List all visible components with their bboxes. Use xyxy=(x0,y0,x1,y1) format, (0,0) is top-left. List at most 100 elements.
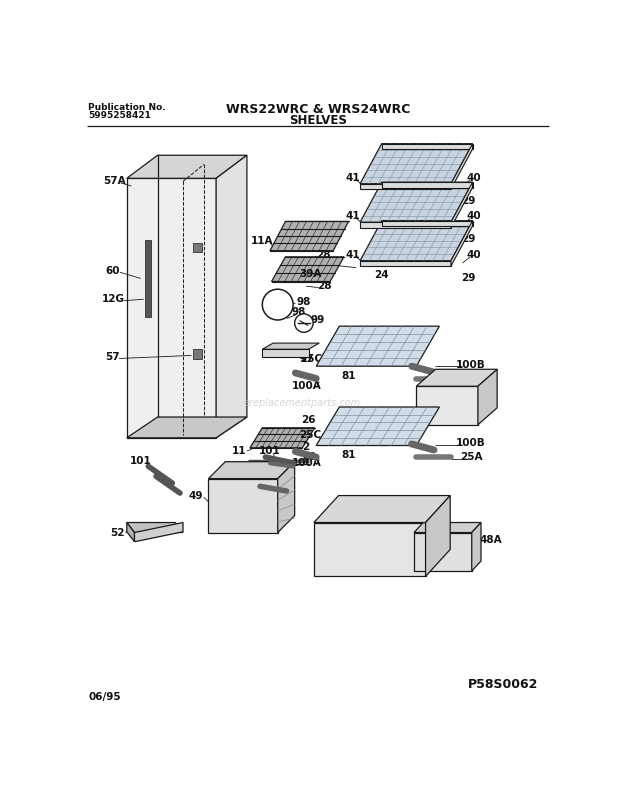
Polygon shape xyxy=(314,496,450,523)
Text: 28: 28 xyxy=(316,251,330,260)
Polygon shape xyxy=(193,349,202,359)
Polygon shape xyxy=(451,182,472,228)
Text: 26A: 26A xyxy=(326,512,348,522)
Text: 52: 52 xyxy=(110,527,125,538)
Text: 49: 49 xyxy=(189,491,203,500)
Text: 57A: 57A xyxy=(103,176,126,186)
Polygon shape xyxy=(360,222,451,228)
Polygon shape xyxy=(316,326,440,366)
Text: 98: 98 xyxy=(291,308,306,317)
Polygon shape xyxy=(145,240,151,317)
Polygon shape xyxy=(416,370,497,386)
Text: 100A: 100A xyxy=(292,381,322,391)
Text: 40: 40 xyxy=(467,173,481,182)
Polygon shape xyxy=(360,182,472,222)
Polygon shape xyxy=(208,479,278,533)
Polygon shape xyxy=(262,349,309,357)
Polygon shape xyxy=(425,496,450,577)
Text: P58S0062: P58S0062 xyxy=(468,678,538,691)
Text: 81: 81 xyxy=(341,450,356,460)
Polygon shape xyxy=(382,144,472,149)
Polygon shape xyxy=(135,523,183,542)
Text: 98: 98 xyxy=(297,297,311,307)
Text: 29: 29 xyxy=(461,234,475,244)
Polygon shape xyxy=(278,462,294,533)
Polygon shape xyxy=(126,178,216,438)
Polygon shape xyxy=(250,427,315,448)
Polygon shape xyxy=(126,155,247,178)
Polygon shape xyxy=(416,386,478,425)
Text: 24: 24 xyxy=(374,231,389,241)
Text: 25A: 25A xyxy=(461,374,483,384)
Text: 25C: 25C xyxy=(299,431,321,440)
Polygon shape xyxy=(360,144,472,184)
Text: 48: 48 xyxy=(449,377,464,387)
Text: 29: 29 xyxy=(461,273,475,282)
Text: 38A: 38A xyxy=(306,258,329,268)
Polygon shape xyxy=(382,220,472,226)
Polygon shape xyxy=(360,220,472,261)
Polygon shape xyxy=(272,257,344,282)
Polygon shape xyxy=(208,462,294,479)
Text: 47: 47 xyxy=(355,352,370,362)
Text: 41: 41 xyxy=(345,173,360,182)
Text: 28: 28 xyxy=(317,282,331,291)
Circle shape xyxy=(294,314,313,332)
Text: 100B: 100B xyxy=(455,360,485,370)
Text: 61: 61 xyxy=(303,452,317,462)
Polygon shape xyxy=(126,523,135,542)
Text: 5995258421: 5995258421 xyxy=(88,110,151,120)
Text: 25A: 25A xyxy=(461,452,483,462)
Text: 24: 24 xyxy=(374,193,389,202)
Text: 40: 40 xyxy=(467,250,481,259)
Text: 39: 39 xyxy=(238,464,252,473)
Text: 29: 29 xyxy=(461,196,475,205)
Text: 100A: 100A xyxy=(292,458,322,468)
Polygon shape xyxy=(314,523,425,577)
Text: ereplacementparts.com: ereplacementparts.com xyxy=(244,398,361,408)
Text: 101: 101 xyxy=(130,456,151,466)
Polygon shape xyxy=(360,184,451,189)
Text: Publication No.: Publication No. xyxy=(88,103,166,112)
Text: 40: 40 xyxy=(467,211,481,221)
Polygon shape xyxy=(270,221,348,251)
Polygon shape xyxy=(193,243,202,252)
Polygon shape xyxy=(414,533,472,571)
Polygon shape xyxy=(451,144,472,189)
Text: 11: 11 xyxy=(232,446,247,456)
Text: 97: 97 xyxy=(299,354,314,364)
Circle shape xyxy=(262,289,293,320)
Polygon shape xyxy=(262,343,319,349)
Text: 41: 41 xyxy=(345,211,360,221)
Text: 99: 99 xyxy=(311,315,325,325)
Text: WRS22WRC & WRS24WRC: WRS22WRC & WRS24WRC xyxy=(226,103,410,116)
Text: 2: 2 xyxy=(303,442,310,452)
Polygon shape xyxy=(316,407,440,446)
Polygon shape xyxy=(382,182,472,188)
Polygon shape xyxy=(216,155,247,438)
Text: SHELVES: SHELVES xyxy=(289,113,347,127)
Text: 101: 101 xyxy=(259,446,281,456)
Text: 48A: 48A xyxy=(480,535,502,546)
Text: 06/95: 06/95 xyxy=(88,692,121,703)
Text: 39A: 39A xyxy=(299,269,321,279)
Text: 24: 24 xyxy=(374,270,389,280)
Text: 81: 81 xyxy=(341,371,356,381)
Polygon shape xyxy=(451,220,472,266)
Polygon shape xyxy=(126,523,183,533)
Text: 25C: 25C xyxy=(301,354,322,363)
Polygon shape xyxy=(126,417,247,438)
Text: 11A: 11A xyxy=(251,236,273,247)
Polygon shape xyxy=(360,261,451,266)
Text: 25: 25 xyxy=(245,477,260,487)
Polygon shape xyxy=(478,370,497,425)
Polygon shape xyxy=(472,523,481,571)
Polygon shape xyxy=(414,523,481,533)
Text: 60: 60 xyxy=(105,266,120,276)
Text: 41: 41 xyxy=(345,250,360,259)
Text: 26: 26 xyxy=(301,415,316,425)
Text: 47A: 47A xyxy=(351,429,374,439)
Text: 100B: 100B xyxy=(455,439,485,448)
Text: 12G: 12G xyxy=(102,294,125,305)
Text: 57: 57 xyxy=(105,352,120,362)
